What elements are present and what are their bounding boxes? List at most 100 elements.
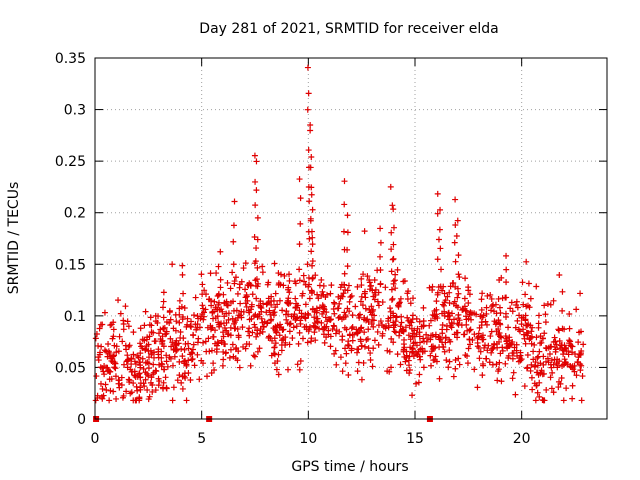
data-point — [103, 386, 110, 393]
data-point — [236, 364, 243, 371]
data-point — [489, 361, 496, 368]
data-point — [358, 293, 365, 300]
data-point — [460, 305, 467, 312]
data-point — [301, 278, 308, 285]
data-point — [111, 342, 118, 349]
data-point — [545, 344, 552, 351]
data-point — [554, 356, 561, 363]
data-point — [188, 318, 195, 325]
data-point — [268, 301, 275, 308]
data-point — [369, 363, 376, 370]
data-point — [254, 348, 261, 355]
data-point — [389, 256, 396, 263]
data-point — [229, 315, 236, 322]
data-point — [150, 354, 157, 361]
data-point — [477, 348, 484, 355]
data-point — [573, 306, 580, 313]
data-point — [537, 340, 544, 347]
data-point — [538, 367, 545, 374]
data-point — [452, 196, 459, 203]
data-point — [106, 397, 113, 404]
data-point — [410, 295, 417, 302]
data-point — [371, 312, 378, 319]
data-point — [115, 377, 122, 384]
data-point — [580, 341, 587, 348]
data-point — [283, 308, 290, 315]
data-point — [294, 314, 301, 321]
data-point — [296, 329, 303, 336]
data-point — [464, 360, 471, 367]
x-tick-label: 15 — [406, 431, 424, 447]
data-point — [173, 318, 180, 325]
data-point — [303, 323, 310, 330]
data-point — [254, 214, 261, 221]
data-point — [192, 294, 199, 301]
data-point — [388, 229, 395, 236]
data-point — [394, 351, 401, 358]
data-point — [466, 291, 473, 298]
data-point — [246, 280, 253, 287]
data-point — [181, 346, 188, 353]
data-point — [251, 152, 258, 159]
data-point — [275, 351, 282, 358]
data-point — [551, 344, 558, 351]
data-point — [349, 312, 356, 319]
data-point — [286, 277, 293, 284]
data-point — [441, 348, 448, 355]
data-point — [296, 176, 303, 183]
data-point — [354, 368, 361, 375]
data-point — [577, 290, 584, 297]
data-point — [304, 64, 311, 71]
data-point — [131, 358, 138, 365]
data-point — [330, 299, 337, 306]
data-point — [110, 333, 117, 340]
data-point — [302, 301, 309, 308]
data-point — [170, 384, 177, 391]
data-point — [505, 354, 512, 361]
data-point — [160, 366, 167, 373]
data-point — [495, 295, 502, 302]
data-point — [162, 374, 169, 381]
data-point — [561, 326, 568, 333]
data-point — [314, 291, 321, 298]
data-point — [208, 347, 215, 354]
data-point — [324, 291, 331, 298]
x-axis-label: GPS time / hours — [291, 459, 408, 475]
data-point — [576, 329, 583, 336]
data-point — [385, 324, 392, 331]
data-point — [483, 355, 490, 362]
data-point — [220, 333, 227, 340]
data-point — [246, 316, 253, 323]
data-point — [478, 306, 485, 313]
data-point — [307, 127, 314, 134]
data-point — [367, 350, 374, 357]
grid-lines — [95, 58, 607, 419]
data-point — [510, 369, 517, 376]
data-point — [523, 303, 530, 310]
data-point — [546, 350, 553, 357]
data-point — [306, 324, 313, 331]
data-point — [342, 313, 349, 320]
data-point — [455, 290, 462, 297]
data-point — [437, 283, 444, 290]
data-point — [461, 295, 468, 302]
data-point — [476, 355, 483, 362]
data-point — [536, 393, 543, 400]
data-point — [292, 295, 299, 302]
data-point — [230, 222, 237, 229]
data-point — [555, 384, 562, 391]
data-point — [343, 350, 350, 357]
data-point — [335, 314, 342, 321]
data-point — [560, 397, 567, 404]
data-point — [371, 337, 378, 344]
data-point — [544, 355, 551, 362]
data-point — [435, 236, 442, 243]
data-point — [375, 302, 382, 309]
data-point — [523, 258, 530, 265]
data-point — [365, 345, 372, 352]
data-point — [242, 294, 249, 301]
data-point — [462, 352, 469, 359]
data-point — [524, 364, 531, 371]
data-point — [374, 328, 381, 335]
data-point — [167, 316, 174, 323]
